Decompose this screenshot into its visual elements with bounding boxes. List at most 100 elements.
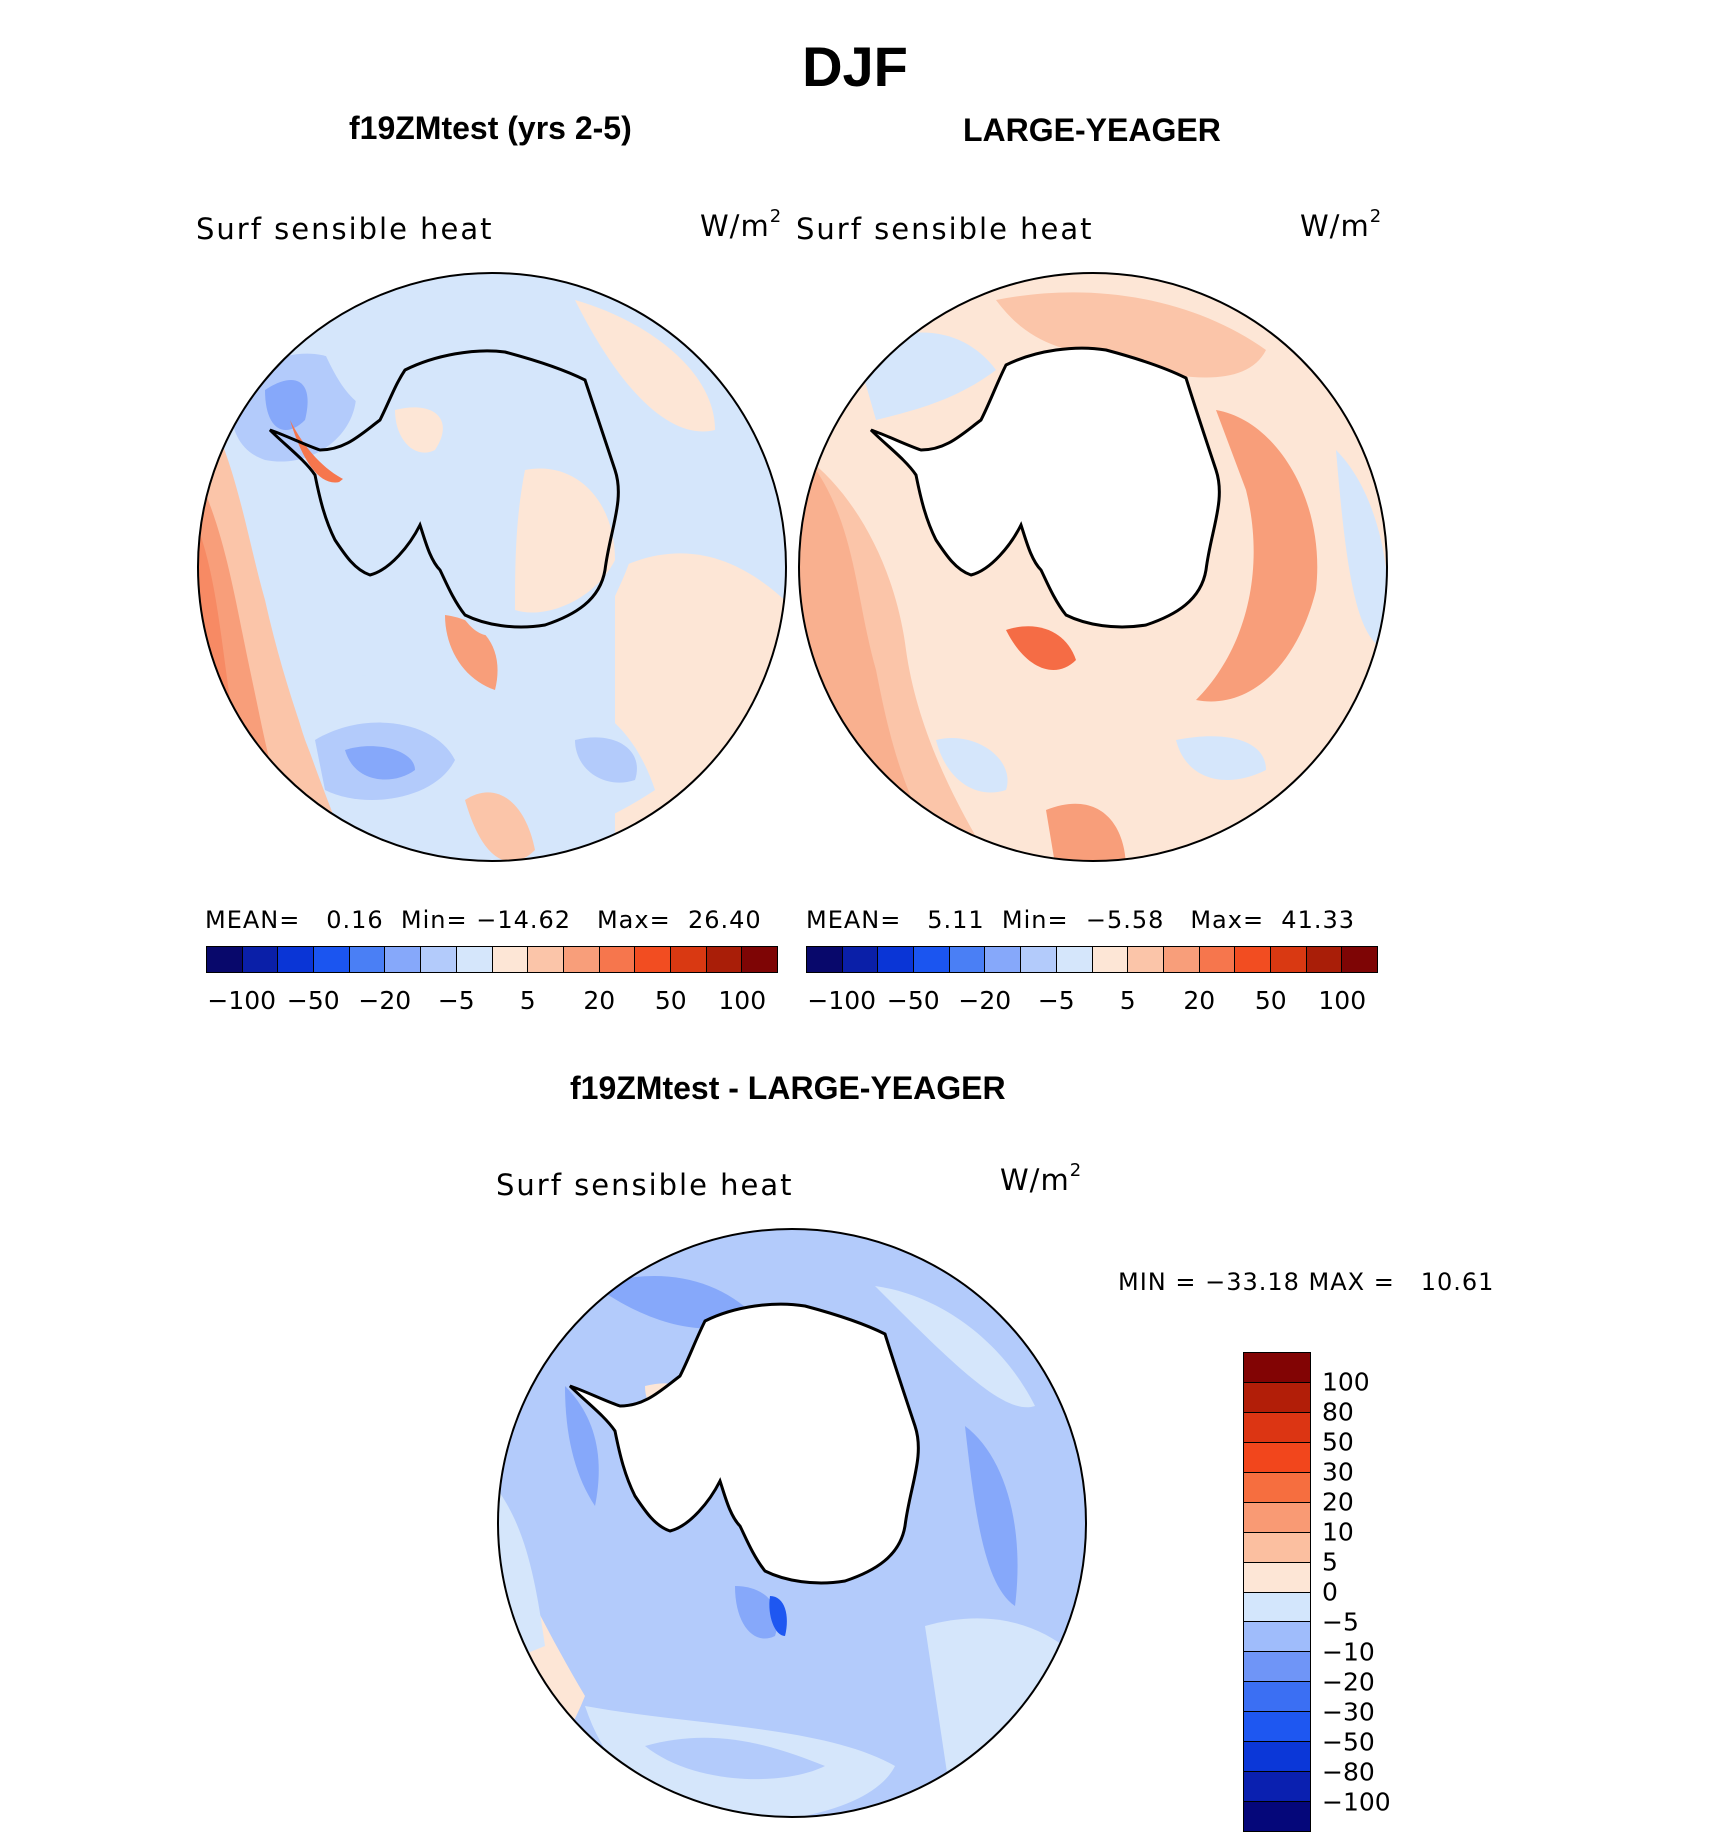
colorbar-swatch xyxy=(278,947,315,972)
colorbar-swatch xyxy=(1163,947,1200,972)
diff-colorbar xyxy=(1243,1352,1311,1832)
panel-2-stats: MEAN= 5.11 Min= −5.58 Max= 41.33 xyxy=(806,906,1356,934)
colorbar-tick-label: 20 xyxy=(1322,1487,1354,1517)
colorbar-swatch xyxy=(492,947,529,972)
panel-2-field-label: Surf sensible heat xyxy=(796,212,1094,246)
colorbar-swatch xyxy=(349,947,386,972)
colorbar-tick-label: −30 xyxy=(1322,1697,1375,1727)
colorbar-swatch xyxy=(1244,1531,1310,1562)
panel-1-colorbar xyxy=(206,946,778,973)
colorbar-tick-label: 0 xyxy=(1322,1577,1338,1607)
diff-field-label: Surf sensible heat xyxy=(496,1168,794,1202)
colorbar-swatch xyxy=(807,947,843,972)
colorbar-swatch xyxy=(914,947,950,972)
colorbar-swatch xyxy=(1244,1381,1310,1412)
colorbar-swatch xyxy=(1244,1801,1310,1831)
colorbar-tick-label: 30 xyxy=(1322,1457,1354,1487)
colorbar-tick-label: −100 xyxy=(1322,1787,1391,1817)
panel-1-colorbar-ticks: −100 −50 −20 −5 5 20 50 100 xyxy=(206,986,778,1018)
colorbar-swatch xyxy=(1244,1411,1310,1442)
colorbar-tick-label: −5 xyxy=(437,986,475,1015)
panel-2-map xyxy=(798,272,1388,862)
colorbar-swatch xyxy=(706,947,743,972)
colorbar-tick-label: −100 xyxy=(207,986,277,1015)
colorbar-tick-label: −80 xyxy=(1322,1757,1375,1787)
colorbar-tick-label: 20 xyxy=(583,986,616,1015)
colorbar-tick-label: 80 xyxy=(1322,1397,1354,1427)
colorbar-tick-label: 50 xyxy=(654,986,687,1015)
panel-2-heading: LARGE-YEAGER xyxy=(963,112,1221,148)
panel-1-field-label: Surf sensible heat xyxy=(196,212,494,246)
colorbar-swatch xyxy=(1244,1741,1310,1772)
colorbar-tick-label: 5 xyxy=(1322,1547,1338,1577)
colorbar-tick-label: −20 xyxy=(958,986,1012,1015)
panel-1-heading: f19ZMtest (yrs 2-5) xyxy=(349,110,632,146)
panel-1-stats: MEAN= 0.16 Min= −14.62 Max= 26.40 xyxy=(205,906,762,934)
figure-title: DJF xyxy=(802,35,908,98)
colorbar-tick-label: 10 xyxy=(1322,1517,1354,1547)
colorbar-tick-label: 50 xyxy=(1322,1427,1354,1457)
colorbar-swatch xyxy=(1056,947,1093,972)
diff-map xyxy=(497,1228,1087,1818)
colorbar-tick-label: 100 xyxy=(1322,1367,1370,1397)
colorbar-swatch xyxy=(421,947,457,972)
panel-2-colorbar xyxy=(806,946,1378,973)
colorbar-tick-label: 100 xyxy=(1318,986,1367,1015)
colorbar-swatch xyxy=(1270,947,1307,972)
colorbar-tick-label: −10 xyxy=(1322,1637,1375,1667)
colorbar-swatch xyxy=(842,947,879,972)
colorbar-tick-label: −20 xyxy=(1322,1667,1375,1697)
colorbar-tick-label: 20 xyxy=(1183,986,1216,1015)
colorbar-swatch xyxy=(1244,1591,1310,1622)
colorbar-swatch xyxy=(242,947,279,972)
colorbar-tick-label: 100 xyxy=(718,986,767,1015)
colorbar-tick-label: −50 xyxy=(1322,1727,1375,1757)
colorbar-swatch xyxy=(1199,947,1236,972)
diff-stats: MIN = −33.18 MAX = 10.61 xyxy=(1118,1268,1495,1296)
colorbar-tick-label: −20 xyxy=(358,986,412,1015)
colorbar-tick-label: 5 xyxy=(519,986,536,1015)
colorbar-swatch xyxy=(1342,947,1377,972)
colorbar-swatch xyxy=(528,947,564,972)
colorbar-tick-label: 50 xyxy=(1254,986,1287,1015)
colorbar-swatch xyxy=(635,947,671,972)
colorbar-tick-label: −50 xyxy=(886,986,940,1015)
colorbar-swatch xyxy=(1092,947,1129,972)
colorbar-swatch xyxy=(670,947,707,972)
colorbar-swatch xyxy=(1244,1651,1310,1682)
colorbar-swatch xyxy=(314,947,350,972)
diff-colorbar-ticks: 100 80 50 30 20 10 5 0 −5 −10 −20 −30 −50 −80 −100 xyxy=(1322,1352,1412,1832)
diff-heading: f19ZMtest - LARGE-YEAGER xyxy=(570,1070,1006,1106)
panel-2-units: W/m2 xyxy=(1300,206,1383,243)
colorbar-swatch xyxy=(1244,1711,1310,1742)
panel-1-units: W/m2 xyxy=(700,206,783,243)
colorbar-swatch xyxy=(1244,1353,1310,1382)
diff-units: W/m2 xyxy=(1000,1160,1083,1197)
colorbar-swatch xyxy=(1235,947,1271,972)
panel-1-map xyxy=(197,272,787,862)
colorbar-swatch xyxy=(1128,947,1164,972)
colorbar-swatch xyxy=(563,947,600,972)
colorbar-tick-label: −100 xyxy=(807,986,877,1015)
colorbar-swatch xyxy=(207,947,243,972)
colorbar-swatch xyxy=(385,947,422,972)
colorbar-swatch xyxy=(1244,1681,1310,1712)
colorbar-swatch xyxy=(1244,1771,1310,1802)
colorbar-swatch xyxy=(742,947,777,972)
colorbar-swatch xyxy=(1244,1441,1310,1472)
colorbar-swatch xyxy=(599,947,636,972)
colorbar-swatch xyxy=(1244,1471,1310,1502)
panel-2-colorbar-ticks: −100 −50 −20 −5 5 20 50 100 xyxy=(806,986,1378,1018)
colorbar-swatch xyxy=(1244,1561,1310,1592)
colorbar-swatch xyxy=(456,947,493,972)
colorbar-swatch xyxy=(949,947,986,972)
colorbar-tick-label: −5 xyxy=(1322,1607,1359,1637)
colorbar-swatch xyxy=(1244,1621,1310,1652)
colorbar-swatch xyxy=(1306,947,1343,972)
colorbar-swatch xyxy=(878,947,915,972)
colorbar-tick-label: −5 xyxy=(1037,986,1075,1015)
colorbar-swatch xyxy=(1244,1501,1310,1532)
colorbar-tick-label: −50 xyxy=(286,986,340,1015)
colorbar-tick-label: 5 xyxy=(1119,986,1136,1015)
colorbar-swatch xyxy=(1021,947,1057,972)
